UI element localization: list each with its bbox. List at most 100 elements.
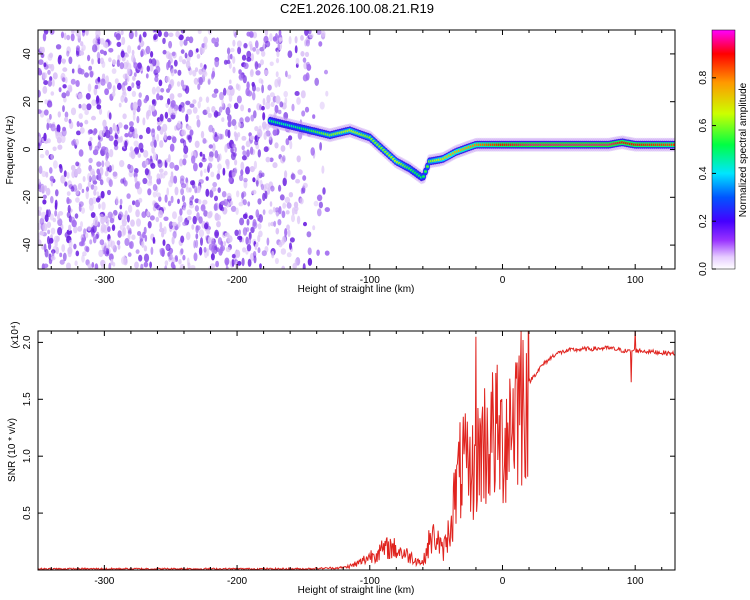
noise-blob [142,117,146,126]
noise-blob [207,113,212,118]
noise-blob [137,62,142,69]
noise-blob [68,56,73,65]
noise-blob [264,30,269,37]
noise-blob [112,85,116,93]
noise-blob [249,166,255,173]
noise-blob [183,39,188,46]
noise-blob [61,244,66,253]
noise-blob [211,37,217,44]
noise-blob [43,80,49,86]
noise-blob [112,122,116,131]
noise-blob [55,131,60,140]
noise-blob [227,235,233,243]
noise-blob [138,254,143,262]
noise-blob [258,214,264,223]
noise-blob [273,111,277,120]
noise-blob [274,257,279,265]
noise-blob [124,133,129,138]
noise-blob [68,118,72,124]
noise-blob [180,138,185,144]
noise-blob [100,227,105,234]
noise-blob [85,93,91,100]
noise-blob [159,221,163,230]
noise-blob [213,88,219,94]
noise-blob [78,93,83,100]
noise-blob [228,93,233,102]
noise-blob [143,150,149,158]
noise-blob [208,236,211,244]
noise-blob [49,30,55,35]
noise-blob [63,170,67,178]
noise-blob [313,200,319,207]
noise-blob [277,109,282,115]
noise-blob [227,129,231,139]
noise-blob [314,77,320,86]
noise-blob [227,54,231,61]
noise-blob [89,136,93,142]
noise-blob [61,128,67,137]
noise-blob [202,153,206,160]
noise-blob [62,84,67,89]
noise-blob [39,46,43,52]
noise-blob [162,239,166,247]
noise-blob [285,210,290,215]
noise-blob [114,134,119,140]
noise-blob [202,69,207,76]
noise-blob [223,87,227,96]
noise-blob [269,61,274,67]
noise-blob [248,215,254,220]
noise-blob [112,171,118,180]
noise-blob [50,153,54,160]
noise-blob [128,164,134,174]
noise-blob [169,162,175,169]
noise-blob [285,138,290,146]
noise-blob [180,188,185,196]
noise-blob [168,253,173,261]
noise-blob [85,186,90,192]
noise-blob [177,93,183,98]
noise-blob [197,77,203,84]
noise-blob [254,244,258,251]
noise-blob [178,259,182,265]
noise-blob [124,238,130,246]
noise-blob [59,252,63,258]
noise-blob [138,134,143,140]
noise-blob [41,170,47,178]
noise-blob [255,209,260,218]
noise-blob [120,30,124,36]
noise-blob [219,91,224,101]
noise-blob [132,75,136,81]
noise-blob [168,40,173,49]
noise-blob [111,224,116,232]
noise-blob [38,206,43,212]
noise-blob [81,254,85,263]
noise-blob [210,253,215,261]
noise-blob [99,49,105,55]
noise-blob [154,76,159,83]
noise-blob [172,108,178,116]
noise-blob [123,124,129,130]
noise-blob [107,81,112,90]
noise-blob [200,237,203,246]
noise-blob [170,68,175,77]
noise-blob [140,263,144,269]
noise-blob [50,196,54,204]
noise-blob [158,95,164,101]
noise-blob [272,162,278,169]
noise-blob [194,140,200,148]
noise-blob [38,210,42,216]
noise-blob [262,192,266,202]
noise-blob [105,153,109,162]
noise-blob [95,197,101,203]
noise-blob [242,227,248,236]
noise-blob [257,247,261,254]
noise-blob [67,87,73,93]
noise-blob [270,185,275,192]
noise-blob [147,221,152,229]
noise-blob [146,65,150,72]
noise-blob [170,195,174,204]
noise-blob [226,47,231,55]
noise-blob [206,229,211,235]
